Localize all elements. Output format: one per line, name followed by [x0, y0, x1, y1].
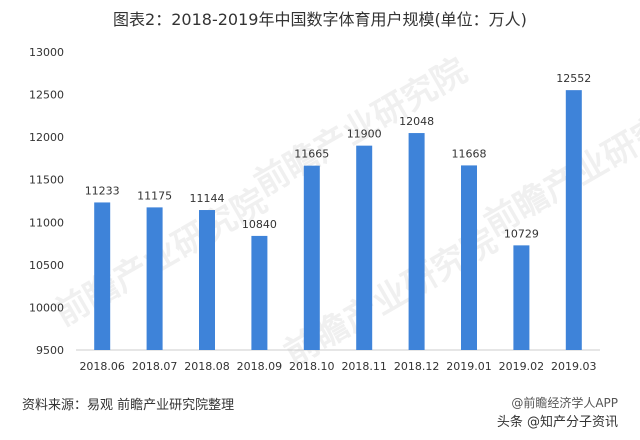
- bar: [146, 207, 163, 350]
- y-tick-label: 12000: [29, 131, 64, 144]
- bar: [565, 90, 582, 351]
- data-label: 11233: [85, 184, 120, 197]
- credit-line-1: @前瞻经济学人APP: [511, 396, 618, 410]
- x-tick-label: 2018.06: [79, 360, 125, 373]
- bar: [94, 202, 111, 350]
- data-label: 10729: [504, 227, 539, 240]
- data-label: 10840: [242, 218, 277, 231]
- credit-line-2: 头条 @知产分子资讯: [496, 415, 618, 430]
- bar: [408, 133, 425, 350]
- data-label: 11144: [190, 192, 225, 205]
- source-note: 资料来源：易观 前瞻产业研究院整理: [22, 398, 235, 413]
- y-tick-label: 11500: [29, 174, 64, 187]
- x-tick-label: 2019.02: [499, 360, 545, 373]
- x-tick-label: 2019.01: [446, 360, 492, 373]
- y-tick-label: 13000: [29, 46, 64, 59]
- y-tick-label: 11000: [29, 216, 64, 229]
- data-label: 11900: [347, 128, 382, 141]
- x-tick-label: 2018.10: [289, 360, 335, 373]
- bar: [461, 165, 477, 350]
- y-tick-label: 12500: [29, 89, 64, 102]
- x-tick-label: 2018.09: [237, 360, 283, 373]
- x-tick-label: 2019.03: [551, 360, 597, 373]
- data-label: 12552: [556, 72, 591, 85]
- y-tick-label: 9500: [36, 344, 64, 357]
- bar: [199, 210, 215, 350]
- data-label: 12048: [399, 115, 434, 128]
- x-tick-label: 2018.12: [394, 360, 440, 373]
- data-label: 11665: [294, 148, 329, 161]
- x-tick-label: 2018.11: [341, 360, 387, 373]
- bar: [251, 235, 268, 350]
- chart-title: 图表2：2018-2019年中国数字体育用户规模(单位：万人): [113, 10, 527, 29]
- y-tick-label: 10000: [29, 301, 64, 314]
- credit: @前瞻经济学人APP 头条 @知产分子资讯: [497, 394, 618, 430]
- data-label: 11668: [452, 147, 487, 160]
- y-tick-label: 10500: [29, 259, 64, 272]
- bar: [303, 165, 320, 350]
- bar: [356, 145, 373, 350]
- bar-chart: 9500 10000 10500 11000 11500 12000 12500 13000 1…: [29, 46, 600, 373]
- bar: [513, 245, 530, 350]
- x-tick-label: 2018.07: [132, 360, 178, 373]
- x-tick-label: 2018.08: [184, 360, 230, 373]
- data-label: 11175: [137, 189, 172, 202]
